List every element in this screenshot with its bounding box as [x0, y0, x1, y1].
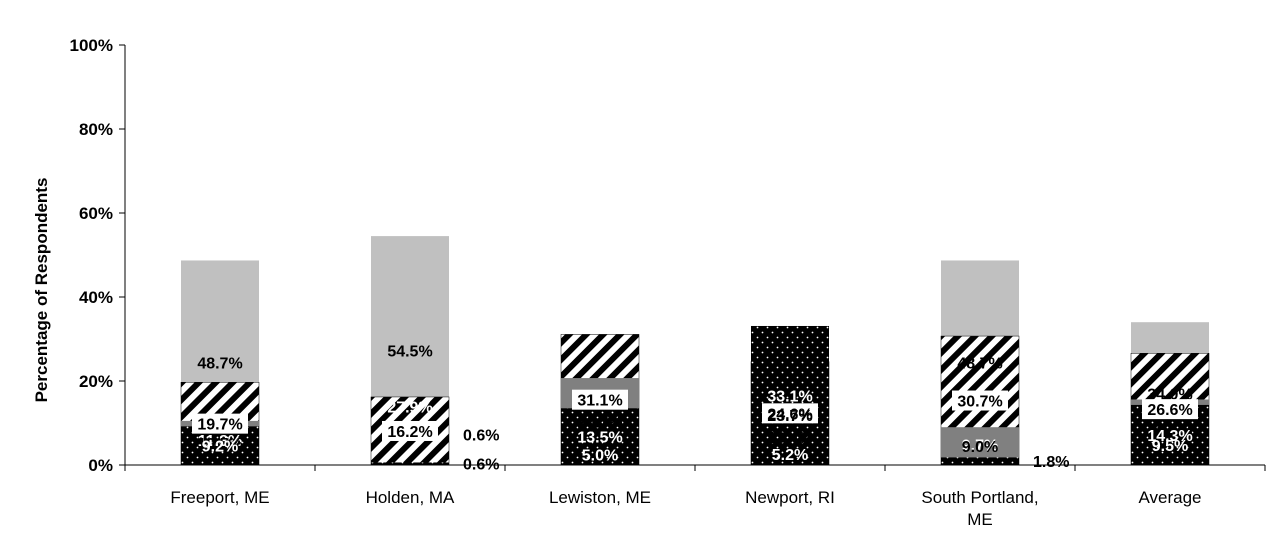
data-label: 48.7%	[197, 356, 242, 373]
data-label: 5.0%	[582, 448, 618, 465]
bar-segment	[371, 462, 449, 465]
data-label: 33.1%	[767, 388, 812, 405]
bar-segment	[941, 457, 1019, 465]
data-label: 9.0%	[962, 439, 998, 456]
y-tick-label: 40%	[79, 288, 113, 307]
data-label-background	[762, 403, 818, 424]
y-axis: 0% 20% 40% 60% 80% 100%	[70, 36, 126, 475]
data-label: 19.7%	[197, 417, 242, 434]
data-label: 1.8%	[1033, 454, 1069, 471]
data-label-background	[1142, 399, 1198, 420]
data-label: 13.5%	[577, 430, 622, 447]
x-tick-label: Freeport, ME	[170, 488, 269, 507]
y-axis-title: Percentage of Respondents	[32, 178, 51, 403]
data-label: 9.7%	[962, 438, 998, 455]
x-tick-label: Newport, RI	[745, 488, 835, 507]
x-tick-label: Lewiston, ME	[549, 488, 651, 507]
y-tick-label: 20%	[79, 372, 113, 391]
y-tick-label: 80%	[79, 120, 113, 139]
data-label: 24.6%	[767, 406, 812, 423]
data-label: 20.7%	[577, 415, 622, 432]
y-tick-label: 100%	[70, 36, 113, 55]
data-label: 5.2%	[772, 447, 808, 464]
data-label: 48.7%	[957, 356, 1002, 373]
bar-segment	[751, 325, 829, 465]
data-label: 54.5%	[387, 344, 432, 361]
data-label: 31.1%	[577, 393, 622, 410]
data-label-background	[382, 420, 438, 441]
data-label: 15.6%	[1147, 425, 1192, 442]
data-label: 11.8%	[198, 433, 242, 450]
y-tick-label: 60%	[79, 204, 113, 223]
data-label: 0.6%	[463, 427, 499, 444]
data-label: 30.7%	[957, 394, 1002, 411]
x-tick-label: Average	[1138, 488, 1201, 507]
y-tick-label: 0%	[88, 456, 113, 475]
x-axis: Freeport, ME Holden, MA Lewiston, ME Newpor…	[124, 464, 1266, 529]
x-tick-label: Holden, MA	[366, 488, 455, 507]
data-labels: 11.8% 48.7% 19.7% 10.5%9.2% 27.9% 54.5% 16.2% 0…	[192, 344, 1198, 474]
data-label: 27.9%	[387, 399, 432, 416]
bar-segment	[561, 408, 639, 465]
data-label: 26.6%	[1147, 402, 1192, 419]
data-label: 10.5%	[197, 436, 242, 453]
data-label: 9.2%	[202, 439, 238, 456]
data-label-background	[572, 389, 628, 410]
data-label: 13.4%	[767, 430, 812, 447]
data-label-background	[192, 413, 248, 434]
data-label-background	[952, 390, 1008, 411]
data-label: 0.6%	[463, 457, 499, 474]
x-tick-label: South Portland, ME	[921, 488, 1038, 529]
data-label: 9.5%	[1152, 438, 1188, 455]
data-label: 14.3%	[1147, 428, 1192, 445]
bars	[180, 236, 1210, 466]
data-label: 16.2%	[387, 424, 432, 441]
data-label: 23.7%	[767, 408, 812, 425]
